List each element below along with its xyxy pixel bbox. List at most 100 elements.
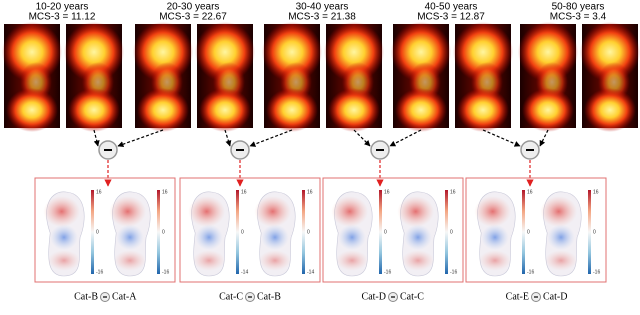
colorbar-tick-label: 0 [527, 229, 530, 235]
age-label: 30-40 years [296, 2, 349, 13]
colorbar-tick-label: 16 [450, 189, 456, 195]
dashed-arrow [249, 129, 293, 147]
difference-blob [113, 250, 147, 271]
minuend-label: Cat-D [362, 291, 386, 302]
difference-blob [335, 250, 369, 271]
dashed-arrow [482, 129, 521, 147]
subtrahend-label: Cat-C [400, 291, 424, 302]
difference-blob [544, 250, 578, 271]
colorbar-tick-label: 16 [241, 189, 247, 195]
colorbar-tick-label: 0 [96, 229, 99, 235]
colorbar-tick-label: 16 [307, 189, 313, 195]
age-label: 40-50 years [425, 2, 478, 13]
colorbar-tick-label: 0 [450, 229, 453, 235]
mcs-label: MCS-3 = 11.12 [29, 12, 96, 23]
colorbar-tick-label: 0 [384, 229, 387, 235]
heatmap-heel [266, 88, 318, 132]
colorbar-tick-label: 0 [162, 229, 165, 235]
dashed-arrow [389, 129, 422, 147]
colorbar [522, 190, 525, 274]
difference-blob [254, 196, 292, 227]
subtrahend-label: Cat-B [257, 291, 281, 302]
subtrahend-label: Cat-D [543, 291, 567, 302]
difference-blob [258, 250, 292, 271]
colorbar-tick-label: 0 [307, 229, 310, 235]
age-label: 20-30 years [167, 2, 220, 13]
heatmap-forefoot [133, 22, 193, 82]
subtrahend-label: Cat-A [112, 291, 137, 302]
dashed-arrow [353, 129, 371, 147]
difference-panel [179, 177, 321, 283]
colorbar-tick-label: 16 [96, 189, 102, 195]
dashed-arrow [224, 129, 232, 147]
difference-panel [465, 177, 607, 283]
difference-blob [109, 196, 147, 227]
difference-blob [474, 196, 512, 227]
colorbar-tick-label: 16 [593, 189, 599, 195]
difference-blob [547, 224, 575, 251]
colorbar [157, 190, 160, 274]
colorbar-tick-label: -16 [450, 269, 457, 275]
dashed-arrow [117, 129, 164, 148]
colorbar-tick-label: 16 [527, 189, 533, 195]
heatmap-forefoot [324, 22, 384, 82]
difference-blob [43, 196, 81, 227]
mcs-label: MCS-3 = 21.38 [288, 12, 356, 23]
heatmap-forefoot [391, 22, 451, 82]
colorbar-tick-label: 16 [162, 189, 168, 195]
difference-blob [338, 224, 366, 251]
heatmap-heel [395, 88, 447, 132]
colorbar-tick-label: 0 [593, 229, 596, 235]
colorbar-tick-label: -16 [162, 269, 169, 275]
colorbar-tick-label: 16 [384, 189, 390, 195]
colorbar-tick-label: -16 [527, 269, 534, 275]
colorbar [379, 190, 382, 274]
difference-blob [540, 196, 578, 227]
difference-blob [188, 196, 226, 227]
colorbar-tick-label: -16 [384, 269, 391, 275]
difference-blob [481, 224, 509, 251]
minuend-label: Cat-E [506, 291, 529, 302]
minuend-label: Cat-C [219, 291, 243, 302]
mcs-label: MCS-3 = 12.87 [417, 12, 485, 23]
heatmap-forefoot [195, 22, 255, 82]
dashed-arrow [93, 129, 100, 147]
difference-blob [116, 224, 144, 251]
heatmap-forefoot [580, 22, 640, 82]
mcs-label: MCS-3 = 22.67 [159, 12, 227, 23]
colorbar [588, 190, 591, 274]
difference-blob [404, 224, 432, 251]
heatmap-forefoot [262, 22, 322, 82]
heatmap-heel [328, 88, 380, 132]
colorbar [91, 190, 94, 274]
age-label: 50-80 years [552, 2, 605, 13]
heatmap-heel [68, 88, 120, 132]
difference-blob [50, 224, 78, 251]
heatmap-forefoot [2, 22, 62, 82]
heatmap-heel [6, 88, 58, 132]
difference-blob [192, 250, 226, 271]
heatmap-forefoot [64, 22, 124, 82]
difference-panel [34, 177, 176, 283]
difference-blob [401, 250, 435, 271]
difference-blob [397, 196, 435, 227]
minuend-label: Cat-B [74, 291, 98, 302]
heatmap-heel [137, 88, 189, 132]
colorbar-tick-label: -16 [96, 269, 103, 275]
colorbar-tick-label: -14 [307, 269, 314, 275]
heatmap-heel [457, 88, 509, 132]
heatmap-heel [522, 88, 574, 132]
colorbar [302, 190, 305, 274]
colorbar [236, 190, 239, 274]
heatmap-heel [584, 88, 636, 132]
difference-blob [195, 224, 223, 251]
difference-blob [331, 196, 369, 227]
difference-panel [322, 177, 464, 283]
colorbar [445, 190, 448, 274]
difference-blob [47, 250, 81, 271]
difference-blob [478, 250, 512, 271]
colorbar-tick-label: 0 [241, 229, 244, 235]
heatmap-forefoot [518, 22, 578, 82]
age-label: 10-20 years [36, 2, 89, 13]
